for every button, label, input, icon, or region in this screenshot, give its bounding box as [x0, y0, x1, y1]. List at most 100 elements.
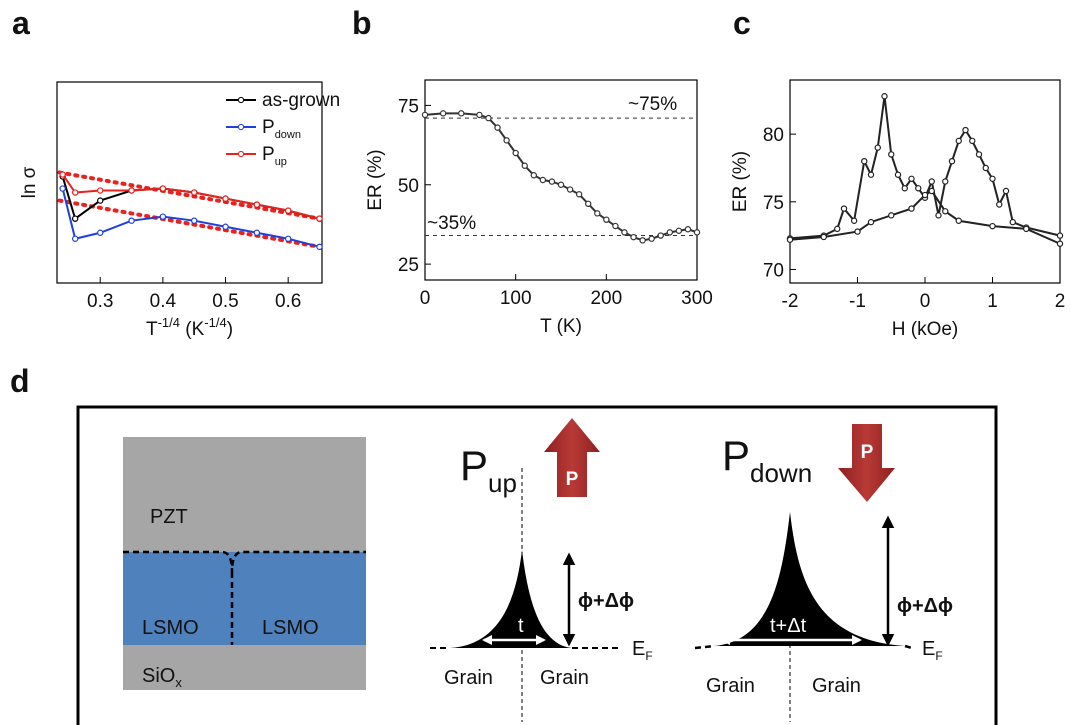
- legend-entry: Pup: [262, 144, 287, 168]
- x-axis-label-part: -1/4: [204, 315, 226, 330]
- data-point: [71, 189, 79, 196]
- grain-label: Grain: [444, 667, 493, 689]
- y-tick-label: 70: [763, 260, 784, 281]
- width-label: t+Δt: [770, 615, 807, 637]
- data-point: [612, 222, 619, 230]
- x-tick-label: -1: [849, 291, 866, 312]
- data-point: [494, 124, 501, 131]
- data-point: [989, 175, 996, 182]
- data-point: [97, 197, 104, 204]
- fermi-level: [694, 644, 913, 650]
- data-point: [874, 144, 881, 151]
- legend-name: P: [262, 117, 275, 138]
- data-point: [942, 178, 949, 185]
- arrow-label: P: [861, 442, 874, 463]
- data-point: [159, 213, 167, 220]
- legend-entry: as-grown: [262, 90, 340, 111]
- data-point: [867, 171, 875, 178]
- data-point: [850, 217, 858, 224]
- plot-frame: [56, 81, 323, 284]
- fit-line: [57, 198, 322, 249]
- arrow-label: P: [566, 469, 579, 490]
- data-point: [962, 126, 969, 134]
- data-point: [476, 111, 483, 119]
- barrier-label: ϕ+Δϕ: [897, 595, 953, 617]
- fermi-label: EF: [922, 638, 943, 663]
- data-point: [955, 137, 962, 145]
- data-point: [284, 207, 292, 214]
- y-axis-label: ER (%): [365, 149, 386, 210]
- data-point: [867, 218, 875, 226]
- state-title: Pdown: [722, 432, 812, 488]
- data-point: [439, 110, 447, 117]
- legend-name: as-grown: [262, 90, 340, 111]
- plot-frame: [789, 79, 1061, 284]
- data-point: [935, 212, 942, 219]
- lsmo-layer: [123, 552, 366, 645]
- layer-label: LSMO: [142, 617, 199, 639]
- y-tick-label: 75: [398, 96, 419, 117]
- panel-label: d: [10, 363, 30, 399]
- data-point: [666, 229, 674, 236]
- barrier: [715, 512, 905, 646]
- data-point: [989, 222, 996, 230]
- data-point: [915, 185, 922, 192]
- frame: [76, 405, 998, 725]
- data-point: [657, 232, 664, 239]
- data-point: [128, 217, 135, 224]
- data-point: [908, 205, 915, 212]
- data-point: [955, 217, 962, 224]
- x-tick-label: 0.3: [87, 291, 113, 312]
- legend-subscript: up: [275, 156, 287, 168]
- data-point: [316, 215, 323, 222]
- data-point: [881, 93, 888, 100]
- barrier-label: ϕ+Δϕ: [578, 590, 634, 612]
- x-tick-label: 0.6: [275, 291, 301, 312]
- annotation: ~75%: [628, 94, 677, 115]
- x-tick-label: 100: [500, 288, 532, 309]
- data-point: [942, 208, 949, 215]
- grain-label: Grain: [706, 675, 755, 697]
- x-tick-label: 0: [920, 291, 931, 312]
- data-point: [253, 229, 261, 236]
- data-point: [97, 187, 104, 194]
- grain-boundary: [123, 550, 366, 645]
- x-tick-label: 0.4: [150, 291, 177, 312]
- x-tick-label: -2: [782, 291, 799, 312]
- layer-label: SiOx: [142, 665, 182, 690]
- data-point: [548, 178, 556, 185]
- x-axis-label: T-1/4 (K-1/4): [146, 315, 233, 340]
- data-point: [908, 175, 915, 182]
- layer-label: LSMO: [262, 617, 319, 639]
- data-point: [675, 227, 683, 234]
- data-point: [693, 229, 701, 236]
- data-point: [159, 185, 167, 192]
- legend-swatch: [237, 150, 245, 158]
- legend-swatch: [237, 96, 245, 104]
- panel-d: d PZT LSMO LSMO SiOx Pup P t ϕ+Δϕ EF Gra…: [10, 363, 998, 725]
- data-point: [222, 195, 229, 202]
- polarization-arrow: [838, 424, 895, 502]
- data-point: [1009, 218, 1016, 226]
- data-point: [901, 185, 908, 192]
- grain-label: Grain: [540, 667, 589, 689]
- data-point: [594, 210, 601, 217]
- data-point: [503, 137, 510, 144]
- grain-label: Grain: [812, 675, 861, 697]
- x-tick-label: 300: [681, 288, 713, 309]
- data-point: [948, 157, 956, 165]
- plot-frame: [424, 79, 698, 281]
- data-point: [648, 235, 655, 242]
- data-point: [530, 172, 538, 179]
- y-axis-label: ln σ: [19, 166, 40, 198]
- legend-swatch: [237, 123, 245, 131]
- x-axis-label: H (kOe): [892, 319, 959, 340]
- layer-label: PZT: [150, 506, 188, 528]
- data-point: [59, 185, 66, 192]
- x-axis-label: T (K): [540, 316, 582, 337]
- state-title: Pup: [460, 442, 517, 498]
- data-point: [557, 181, 565, 188]
- legend-name: P: [262, 144, 275, 165]
